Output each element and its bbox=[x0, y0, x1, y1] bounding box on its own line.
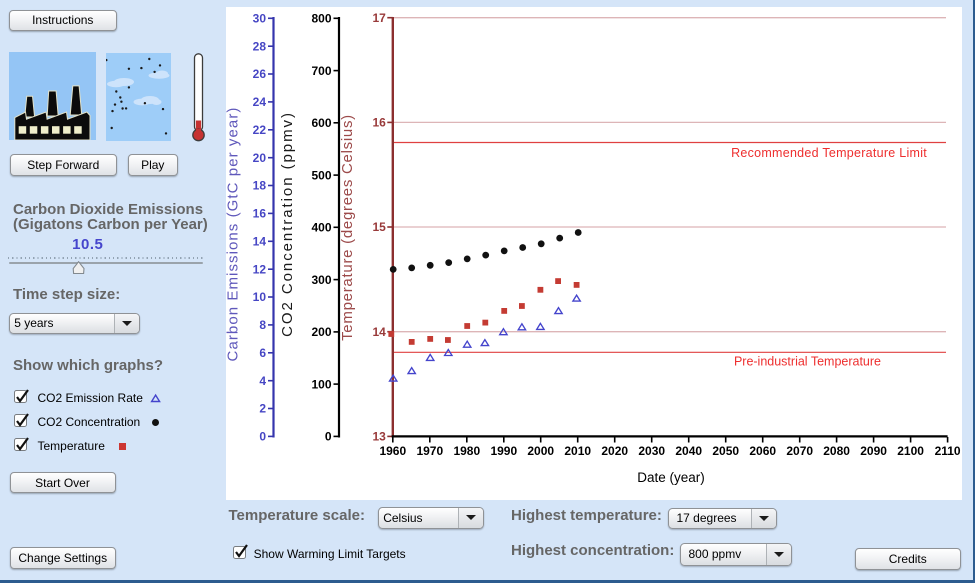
svg-text:10: 10 bbox=[253, 290, 267, 304]
svg-text:14: 14 bbox=[372, 325, 386, 339]
svg-text:CO2 Concentration (ppmv): CO2 Concentration (ppmv) bbox=[279, 111, 296, 337]
svg-text:20: 20 bbox=[253, 151, 267, 165]
svg-text:2060: 2060 bbox=[749, 444, 776, 458]
svg-text:1970: 1970 bbox=[416, 444, 443, 458]
svg-text:22: 22 bbox=[253, 123, 267, 137]
svg-text:24: 24 bbox=[253, 95, 267, 109]
svg-text:800: 800 bbox=[311, 12, 331, 26]
svg-text:600: 600 bbox=[311, 116, 331, 130]
svg-text:13: 13 bbox=[372, 430, 386, 444]
svg-text:2070: 2070 bbox=[786, 444, 813, 458]
svg-text:500: 500 bbox=[311, 168, 331, 182]
svg-text:2010: 2010 bbox=[564, 444, 591, 458]
svg-text:4: 4 bbox=[259, 374, 266, 388]
svg-text:2030: 2030 bbox=[638, 444, 665, 458]
svg-text:2080: 2080 bbox=[823, 444, 850, 458]
svg-text:1980: 1980 bbox=[453, 444, 480, 458]
svg-text:0: 0 bbox=[259, 430, 266, 444]
svg-text:2050: 2050 bbox=[712, 444, 739, 458]
svg-text:700: 700 bbox=[311, 64, 331, 78]
svg-text:2110: 2110 bbox=[935, 444, 961, 458]
svg-text:14: 14 bbox=[253, 235, 267, 249]
svg-text:2090: 2090 bbox=[860, 444, 887, 458]
svg-text:Date (year): Date (year) bbox=[637, 470, 705, 485]
svg-text:30: 30 bbox=[253, 12, 267, 26]
svg-text:200: 200 bbox=[311, 325, 331, 339]
svg-text:15: 15 bbox=[372, 220, 386, 234]
svg-text:16: 16 bbox=[253, 207, 267, 221]
svg-text:17: 17 bbox=[372, 11, 386, 25]
svg-text:2020: 2020 bbox=[601, 444, 628, 458]
svg-text:Pre-industrial Temperature: Pre-industrial Temperature bbox=[734, 355, 881, 369]
svg-text:1990: 1990 bbox=[490, 444, 517, 458]
svg-text:2: 2 bbox=[259, 402, 266, 416]
svg-text:28: 28 bbox=[253, 39, 267, 53]
svg-text:Carbon Emissions (GtC per year: Carbon Emissions (GtC per year) bbox=[225, 107, 242, 362]
svg-text:16: 16 bbox=[372, 116, 386, 130]
svg-text:2100: 2100 bbox=[897, 444, 924, 458]
svg-text:Temperature (degrees Celsius): Temperature (degrees Celsius) bbox=[339, 114, 356, 341]
svg-text:0: 0 bbox=[325, 430, 332, 444]
svg-text:6: 6 bbox=[259, 346, 266, 360]
svg-text:8: 8 bbox=[259, 318, 266, 332]
svg-text:1960: 1960 bbox=[379, 444, 406, 458]
svg-text:26: 26 bbox=[253, 67, 267, 81]
svg-text:2000: 2000 bbox=[527, 444, 554, 458]
svg-text:2040: 2040 bbox=[675, 444, 702, 458]
svg-text:400: 400 bbox=[311, 221, 331, 235]
svg-text:100: 100 bbox=[311, 377, 331, 391]
svg-text:18: 18 bbox=[253, 179, 267, 193]
svg-text:12: 12 bbox=[253, 262, 267, 276]
svg-text:300: 300 bbox=[311, 273, 331, 287]
svg-text:Recommended Temperature Limit: Recommended Temperature Limit bbox=[731, 146, 927, 160]
